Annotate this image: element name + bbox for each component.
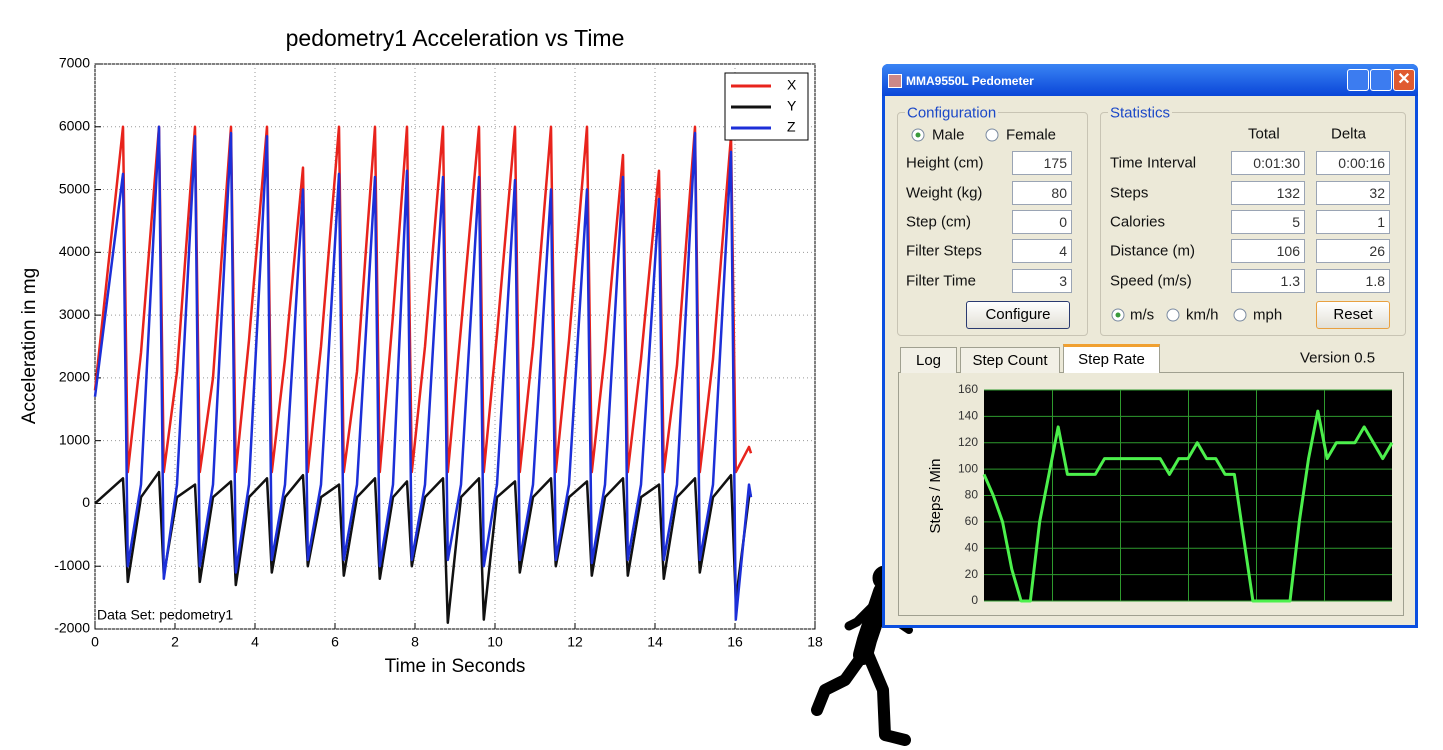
stat-total: 132 — [1231, 181, 1305, 205]
text-input[interactable]: 175 — [1012, 151, 1072, 175]
stat-total: 1.3 — [1231, 269, 1305, 293]
stat-total: 0:01:30 — [1231, 151, 1305, 175]
stat-total: 106 — [1231, 239, 1305, 263]
y-tick-label: 60 — [965, 514, 979, 528]
series-line — [94, 470, 753, 624]
y-tick-label: 40 — [965, 540, 979, 554]
tab[interactable]: Log — [900, 347, 957, 373]
stat-label: Steps — [1110, 184, 1149, 202]
tab[interactable]: Step Count — [960, 347, 1060, 373]
radio-female[interactable] — [985, 128, 999, 142]
x-axis-label: Time in Seconds — [385, 656, 526, 677]
radio-label: Female — [1006, 126, 1057, 144]
y-tick-label: 0 — [82, 494, 90, 510]
series-line — [93, 125, 753, 474]
stat-label: Time Interval — [1110, 154, 1197, 172]
stat-total: 5 — [1231, 210, 1305, 234]
y-tick-label: 120 — [958, 435, 978, 449]
radio-unit[interactable] — [1111, 308, 1125, 322]
stat-delta: 0:00:16 — [1316, 151, 1390, 175]
field-label: Filter Steps — [906, 242, 982, 260]
series-line — [982, 409, 1394, 603]
y-tick-label: -2000 — [54, 620, 90, 636]
text-input[interactable]: 3 — [1012, 269, 1072, 293]
y-tick-label: 7000 — [59, 55, 90, 71]
x-tick-label: 12 — [567, 634, 583, 650]
y-tick-label: 140 — [958, 409, 978, 423]
legend-label: X — [787, 77, 797, 93]
x-tick-label: 10 — [487, 634, 503, 650]
reset-button[interactable]: Reset — [1316, 301, 1390, 329]
column-header: Delta — [1331, 125, 1367, 143]
x-tick-label: 4 — [251, 634, 259, 650]
radio-unit[interactable] — [1166, 308, 1180, 322]
group-title: Statistics — [1108, 104, 1173, 122]
x-tick-label: 6 — [331, 634, 339, 650]
window-title: MMA9550L Pedometer — [906, 74, 1034, 88]
field-label: Step (cm) — [906, 213, 972, 231]
y-tick-label: 3000 — [59, 306, 90, 322]
y-tick-label: 5000 — [59, 180, 90, 196]
stat-delta: 1.8 — [1316, 269, 1390, 293]
series-line — [93, 125, 753, 621]
y-tick-label: 6000 — [59, 117, 90, 133]
radio-label: km/h — [1186, 306, 1219, 324]
acceleration-chart: pedometry1 Acceleration vs Time Time in … — [19, 25, 823, 677]
x-tick-label: 14 — [647, 634, 663, 650]
radio-label: Male — [932, 126, 965, 144]
chart-title: pedometry1 Acceleration vs Time — [286, 25, 625, 51]
x-tick-label: 8 — [411, 634, 419, 650]
y-axis-label: Steps / Min — [927, 458, 944, 533]
maximize-button[interactable] — [1370, 69, 1392, 91]
step-rate-chart: Steps / Min 0 20 40 60 80 100 120 140 160 — [927, 382, 1394, 607]
field-label: Weight (kg) — [906, 184, 983, 202]
y-axis-label: Acceleration in mg — [19, 268, 40, 424]
annotation: Data Set: pedometry1 — [97, 607, 233, 623]
title-bar — [882, 64, 1418, 96]
field-label: Height (cm) — [906, 154, 984, 172]
y-tick-label: 2000 — [59, 369, 90, 385]
y-tick-label: 160 — [958, 382, 978, 396]
x-tick-label: 2 — [171, 634, 179, 650]
group-title: Configuration — [905, 104, 999, 122]
radio-male[interactable] — [911, 128, 925, 142]
stat-delta: 32 — [1316, 181, 1390, 205]
y-tick-label: 100 — [958, 461, 978, 475]
stat-delta: 1 — [1316, 210, 1390, 234]
app-icon — [888, 74, 902, 88]
legend-label: Y — [787, 98, 797, 114]
radio-unit[interactable] — [1233, 308, 1247, 322]
field-label: Filter Time — [906, 272, 977, 290]
version-label: Version 0.5 — [1300, 349, 1376, 367]
text-input[interactable]: 80 — [1012, 181, 1072, 205]
y-tick-label: 20 — [965, 567, 979, 581]
statistics-group — [1100, 112, 1406, 336]
y-tick-label: -1000 — [54, 557, 90, 573]
column-header: Total — [1248, 125, 1280, 143]
y-tick-label: 80 — [965, 488, 979, 502]
stat-label: Distance (m) — [1110, 242, 1196, 260]
stat-label: Calories — [1110, 213, 1166, 231]
radio-label: mph — [1253, 306, 1283, 324]
y-tick-label: 0 — [971, 593, 978, 607]
minimize-button[interactable] — [1347, 69, 1369, 91]
radio-label: m/s — [1130, 306, 1155, 324]
x-tick-label: 16 — [727, 634, 743, 650]
configure-button[interactable]: Configure — [966, 301, 1070, 329]
text-input[interactable]: 0 — [1012, 210, 1072, 234]
x-tick-label: 18 — [807, 634, 823, 650]
stat-delta: 26 — [1316, 239, 1390, 263]
y-tick-label: 4000 — [59, 243, 90, 259]
close-button[interactable]: ✕ — [1393, 69, 1415, 91]
x-tick-label: 0 — [91, 634, 99, 650]
tab-selected[interactable]: Step Rate — [1063, 344, 1160, 373]
stat-label: Speed (m/s) — [1110, 272, 1192, 290]
text-input[interactable]: 4 — [1012, 239, 1072, 263]
y-tick-label: 1000 — [59, 431, 90, 447]
legend-label: Z — [787, 119, 796, 135]
